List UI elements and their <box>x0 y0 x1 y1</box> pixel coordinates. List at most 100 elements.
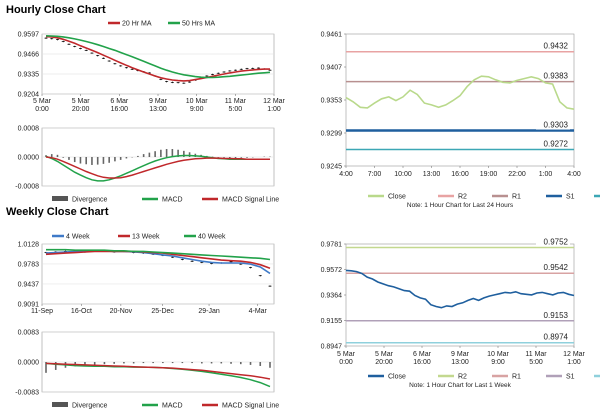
legend-label: Close <box>388 374 406 381</box>
x-tick-label: 25-Dec <box>151 308 174 315</box>
x-tick-label: 12 Mar 1:00 <box>563 351 585 366</box>
level-label-bg <box>536 70 570 81</box>
y-tick-label: 0.9299 <box>321 131 343 138</box>
level-label-bg <box>536 262 570 273</box>
y-tick-label: 0.8947 <box>321 344 343 351</box>
y-tick-label: 0.9572 <box>321 267 343 274</box>
x-tick-label: 11-Sep <box>31 308 53 315</box>
series-line-20-hr-ma <box>45 35 270 82</box>
legend-label: 50 Hrs MA <box>182 21 215 28</box>
x-tick-label: 5 Mar 20:00 <box>72 98 91 113</box>
series-line-40-week <box>46 248 271 261</box>
level-label-r2: 0.9432 <box>544 42 569 51</box>
y-tick-label: 0.9335 <box>18 72 40 79</box>
series-line-close <box>345 75 575 110</box>
legend-label: S1 <box>566 194 575 201</box>
legend-swatch <box>52 402 68 407</box>
x-tick-label: 11 Mar 5:00 <box>525 351 547 366</box>
level-label-bg <box>536 236 570 247</box>
legend-label: 4 Week <box>66 234 90 241</box>
x-tick-label: 29-Jan <box>198 308 220 315</box>
legend-label: R2 <box>458 194 467 201</box>
y-tick-label: 0.9155 <box>321 318 343 325</box>
series-line-4-week <box>45 249 271 275</box>
y-tick-label: 0.9364 <box>321 293 343 300</box>
hourly-macd-chart: 0.0008 0.0000 -0.0008 Divergence MACD MACD Si… <box>15 126 279 204</box>
level-label-s1: 0.9153 <box>544 311 569 320</box>
x-tick-label: 1:00 <box>539 171 553 178</box>
legend-label: 40 Week <box>198 234 226 241</box>
level-label-r2: 0.9752 <box>544 238 569 247</box>
level-label-s1: 0.9303 <box>544 121 569 130</box>
x-tick-label: 10 Mar 9:00 <box>186 98 208 113</box>
x-tick-label: 10:00 <box>394 171 412 178</box>
y-tick-label: 0.9461 <box>321 32 343 39</box>
x-tick-label: 4:00 <box>339 171 353 178</box>
x-tick-label: 12 Mar 1:00 <box>263 98 285 113</box>
y-tick-label: -0.0008 <box>15 184 39 191</box>
y-tick-label: 0.9466 <box>18 52 40 59</box>
y-tick-label: -0.0083 <box>15 390 39 397</box>
x-tick-label: 16-Oct <box>71 308 92 315</box>
x-tick-label: 7:00 <box>368 171 382 178</box>
y-tick-label: 0.0000 <box>18 155 40 162</box>
legend-label: MACD Signal Line <box>222 197 279 204</box>
level-label-bg <box>536 138 570 149</box>
level-label-s2: 0.9272 <box>544 140 569 149</box>
y-tick-label: 0.9783 <box>18 261 40 268</box>
legend-label: Close <box>388 194 406 201</box>
x-tick-label: 5 Mar 0:00 <box>33 98 52 113</box>
x-tick-label: 6 Mar 16:00 <box>413 351 432 366</box>
weekly-macd-chart: 0.0083 0.0000 -0.0083 Divergence MACD MACD Si… <box>15 330 279 410</box>
legend-label: MACD <box>162 403 183 410</box>
y-tick-label: 0.9091 <box>18 302 40 309</box>
legend-label: MACD <box>162 197 183 204</box>
legend-label: MACD Signal Line <box>222 403 279 410</box>
x-tick-label: 10 Mar 9:00 <box>487 351 509 366</box>
legend-label: 13 Week <box>132 234 160 241</box>
x-tick-label: 20-Nov <box>110 308 133 315</box>
chart-note: Note: 1 Hour Chart for Last 1 Week <box>409 382 512 389</box>
y-tick-label: 0.0083 <box>18 330 40 337</box>
legend-label: Divergence <box>72 197 108 204</box>
level-label-r1: 0.9542 <box>544 263 569 272</box>
legend-label: R1 <box>512 194 521 201</box>
legend-label: S1 <box>566 374 575 381</box>
legend-label: Divergence <box>72 403 108 410</box>
x-tick-label: 13:00 <box>423 171 441 178</box>
legend-label: R1 <box>512 374 521 381</box>
y-tick-label: 0.9407 <box>321 65 343 72</box>
level-label-bg <box>536 331 570 342</box>
x-tick-label: 9 Mar 13:00 <box>149 98 168 113</box>
y-tick-label: 0.9245 <box>321 164 343 171</box>
plot-frame <box>345 243 575 347</box>
y-tick-label: 0.9781 <box>321 242 343 249</box>
x-tick-label: 11 Mar 5:00 <box>225 98 247 113</box>
x-tick-label: 22:00 <box>508 171 526 178</box>
series-line-close <box>345 269 575 309</box>
x-tick-label: 5 Mar 0:00 <box>337 351 356 366</box>
weekly-chart-title: Weekly Close Chart <box>6 206 109 218</box>
x-tick-label: 4:00 <box>567 171 581 178</box>
level-label-bg <box>536 40 570 51</box>
x-tick-label: 6 Mar 16:00 <box>110 98 129 113</box>
level-label-r1: 0.9383 <box>544 72 569 81</box>
level-label-bg <box>536 119 570 130</box>
y-tick-label: 0.0000 <box>18 360 40 367</box>
y-tick-label: 0.9597 <box>18 32 40 39</box>
y-tick-label: 0.9353 <box>321 98 343 105</box>
x-tick-label: 9 Mar 13:00 <box>451 351 470 366</box>
x-tick-label: 16:00 <box>451 171 469 178</box>
legend-swatch <box>52 196 68 201</box>
x-tick-label: 4-Mar <box>249 308 268 315</box>
chart-note: Note: 1 Hour Chart for Last 24 Hours <box>407 202 514 209</box>
y-tick-label: 0.9437 <box>18 281 40 288</box>
series-line-macd-signal-line <box>45 156 270 179</box>
y-tick-label: 1.0128 <box>18 242 40 249</box>
level-label-bg <box>536 309 570 320</box>
legend-label: R2 <box>458 374 467 381</box>
y-tick-label: 0.0008 <box>18 126 40 133</box>
